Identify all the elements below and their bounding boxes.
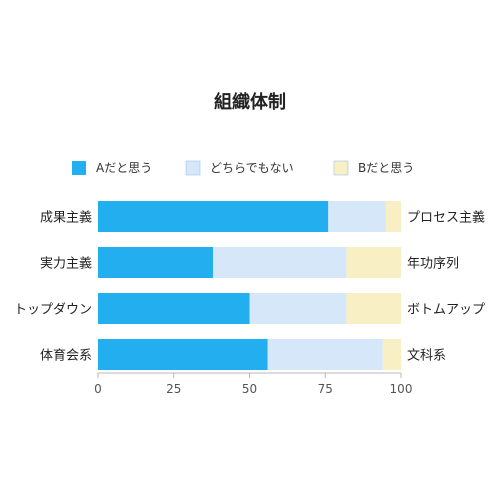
bar-segment-1-2	[328, 201, 386, 232]
right-label-1: プロセス主義	[407, 210, 485, 226]
bars	[98, 201, 401, 370]
bar-segment-1-1	[98, 201, 329, 232]
legend-label-1: Aだと思う	[96, 161, 152, 175]
category-label-1: 成果主義	[40, 210, 92, 226]
bar-segment-2-3	[346, 247, 401, 278]
bar-segment-3-2	[249, 293, 347, 324]
right-label-4: 文科系	[407, 349, 446, 364]
x-tick-label-5: 100	[390, 382, 413, 396]
bar-segment-2-1	[98, 247, 214, 278]
category-label-2: 実力主義	[40, 256, 92, 272]
bar-segment-2-2	[213, 247, 347, 278]
legend: Aだと思う どちらでもない Bだと思う	[72, 160, 414, 176]
category-label-4: 体育会系	[40, 348, 92, 364]
bar-segment-4-3	[382, 339, 401, 370]
right-label-3: ボトムアップ	[407, 303, 485, 318]
bar-segment-3-3	[346, 293, 401, 324]
legend-label-2: どちらでもない	[210, 161, 294, 175]
bar-segment-4-1	[98, 339, 268, 370]
chart-title: 組織体制	[214, 91, 286, 113]
x-tick-label-2: 25	[166, 382, 181, 396]
x-tick-label-4: 75	[318, 382, 333, 396]
x-tick-label-1: 0	[94, 382, 102, 396]
bar-segment-4-2	[267, 339, 383, 370]
bar-segment-1-3	[385, 201, 401, 232]
legend-swatch-2	[185, 160, 201, 176]
x-tick-label-3: 50	[242, 382, 257, 396]
category-label-3: トップダウン	[14, 303, 92, 318]
x-axis: 0 25 50 75 100	[94, 372, 413, 396]
legend-swatch-1	[72, 161, 86, 175]
bar-segment-3-1	[98, 293, 250, 324]
right-label-2: 年功序列	[407, 257, 459, 272]
legend-swatch-3	[333, 160, 349, 176]
legend-label-3: Bだと思う	[358, 161, 414, 175]
